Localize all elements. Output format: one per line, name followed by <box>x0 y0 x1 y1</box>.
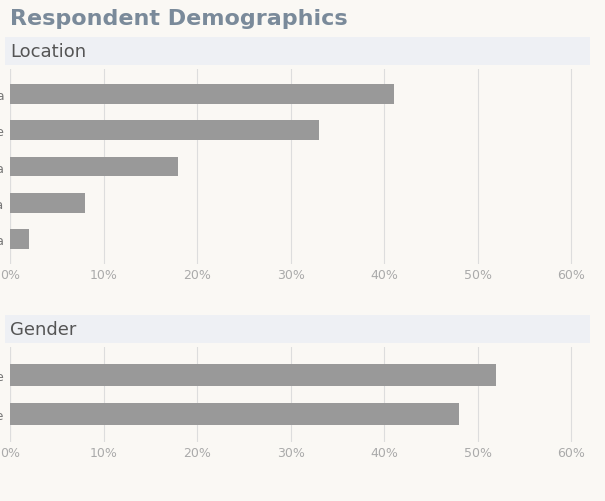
Bar <box>10 229 28 249</box>
Bar <box>10 157 178 177</box>
Text: Respondent Demographics: Respondent Demographics <box>10 9 348 29</box>
Bar <box>10 85 393 105</box>
Bar <box>10 404 459 425</box>
Text: Gender: Gender <box>10 320 76 338</box>
Bar <box>10 364 497 386</box>
Bar <box>10 121 319 141</box>
Bar <box>10 193 85 213</box>
Text: Location: Location <box>10 43 86 61</box>
